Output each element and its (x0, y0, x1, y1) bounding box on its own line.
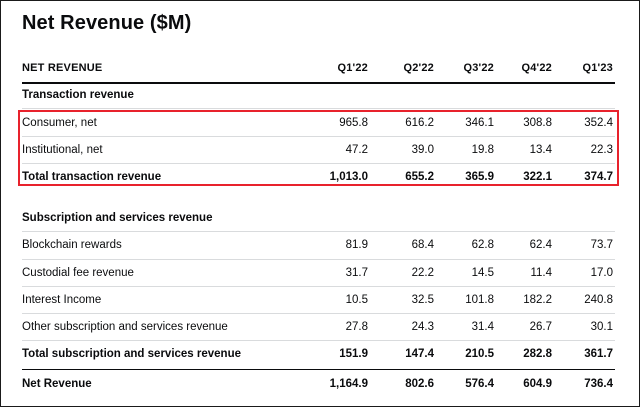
cell: 101.8 (465, 294, 494, 306)
table-header: NET REVENUE Q1'22 Q2'22 Q3'22 Q4'22 Q1'2… (22, 55, 615, 81)
cell: 22.2 (411, 267, 434, 279)
cell: 802.6 (405, 378, 434, 390)
table-row: Interest Income 10.5 32.5 101.8 182.2 24… (22, 287, 615, 313)
divider (22, 340, 615, 341)
table-row: Other subscription and services revenue … (22, 314, 615, 340)
highlight-box (18, 110, 619, 186)
cell: 30.1 (590, 321, 613, 333)
row-label: Net Revenue (22, 378, 92, 390)
header-label: NET REVENUE (22, 62, 103, 74)
divider (22, 369, 615, 370)
divider (22, 163, 615, 164)
net-revenue-row: Net Revenue 1,164.9 802.6 576.4 604.9 73… (22, 371, 615, 397)
divider (22, 231, 615, 232)
cell: 604.9 (523, 378, 552, 390)
cell: 322.1 (523, 171, 552, 183)
row-label: Other subscription and services revenue (22, 321, 228, 333)
cell: 655.2 (405, 171, 434, 183)
cell: 576.4 (465, 378, 494, 390)
table-row: Blockchain rewards 81.9 68.4 62.8 62.4 7… (22, 232, 615, 258)
cell: 26.7 (529, 321, 552, 333)
cell: 31.7 (345, 267, 368, 279)
cell: 17.0 (590, 267, 613, 279)
column-header: Q3'22 (463, 62, 494, 74)
divider (22, 136, 615, 137)
cell: 361.7 (584, 348, 613, 360)
cell: 616.2 (405, 117, 434, 129)
table-row: Custodial fee revenue 31.7 22.2 14.5 11.… (22, 260, 615, 286)
cell: 965.8 (339, 117, 368, 129)
section-title-text: Subscription and services revenue (22, 212, 213, 224)
table-row: Consumer, net 965.8 616.2 346.1 308.8 35… (22, 110, 615, 136)
cell: 182.2 (523, 294, 552, 306)
cell: 19.8 (471, 144, 494, 156)
total-row: Total transaction revenue 1,013.0 655.2 … (22, 164, 615, 190)
row-label: Total transaction revenue (22, 171, 162, 183)
cell: 346.1 (465, 117, 494, 129)
cell: 62.8 (471, 239, 494, 251)
cell: 31.4 (471, 321, 494, 333)
row-label: Interest Income (22, 294, 102, 306)
divider (22, 313, 615, 314)
cell: 13.4 (529, 144, 552, 156)
column-header: Q1'23 (582, 62, 613, 74)
cell: 14.5 (471, 267, 494, 279)
divider (22, 259, 615, 260)
divider (22, 108, 615, 109)
header-divider (22, 82, 615, 84)
cell: 10.5 (345, 294, 368, 306)
cell: 22.3 (590, 144, 613, 156)
divider (22, 286, 615, 287)
cell: 365.9 (465, 171, 494, 183)
column-header: Q4'22 (521, 62, 552, 74)
cell: 282.8 (523, 348, 552, 360)
cell: 147.4 (405, 348, 434, 360)
cell: 39.0 (411, 144, 434, 156)
page-title: Net Revenue ($M) (22, 12, 192, 34)
row-label: Consumer, net (22, 117, 97, 129)
cell: 1,013.0 (329, 171, 368, 183)
cell: 1,164.9 (329, 378, 368, 390)
cell: 73.7 (590, 239, 613, 251)
section-title: Transaction revenue (22, 82, 615, 108)
cell: 352.4 (584, 117, 613, 129)
cell: 62.4 (529, 239, 552, 251)
table-row: Institutional, net 47.2 39.0 19.8 13.4 2… (22, 137, 615, 163)
cell: 68.4 (411, 239, 434, 251)
row-label: Blockchain rewards (22, 239, 122, 251)
cell: 81.9 (345, 239, 368, 251)
cell: 47.2 (345, 144, 368, 156)
cell: 374.7 (584, 171, 613, 183)
column-header: Q2'22 (403, 62, 434, 74)
cell: 11.4 (530, 267, 552, 279)
section-title: Subscription and services revenue (22, 205, 615, 231)
total-row: Total subscription and services revenue … (22, 341, 615, 367)
cell: 27.8 (345, 321, 368, 333)
row-label: Custodial fee revenue (22, 267, 134, 279)
row-label: Institutional, net (22, 144, 103, 156)
cell: 240.8 (584, 294, 613, 306)
cell: 210.5 (465, 348, 494, 360)
cell: 151.9 (339, 348, 368, 360)
cell: 308.8 (523, 117, 552, 129)
row-label: Total subscription and services revenue (22, 348, 241, 360)
cell: 24.3 (411, 321, 434, 333)
section-title-text: Transaction revenue (22, 89, 134, 101)
cell: 32.5 (411, 294, 434, 306)
cell: 736.4 (584, 378, 613, 390)
column-header: Q1'22 (337, 62, 368, 74)
